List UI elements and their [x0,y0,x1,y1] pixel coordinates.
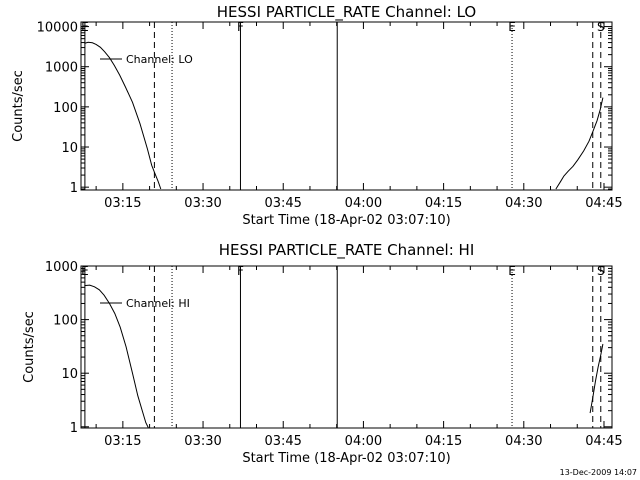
plot-frame [80,21,613,191]
x-tick-label: 03:30 [184,196,221,211]
x-tick-label: 04:30 [505,196,542,211]
y-axis-label: Counts/sec [22,311,37,383]
event-flag-label: E [508,20,516,34]
legend-label: Channel: HI [126,297,190,310]
x-tick-label: 03:15 [104,196,141,211]
event-flag-label: S [597,20,605,34]
event-flag-label: E [508,264,516,278]
x-axis-label: Start Time (18-Apr-02 03:07:10) [242,213,450,228]
y-tick-label: 100 [53,314,78,329]
panel-hi: HESSI PARTICLE_RATE Channel: HI 03:15 03:3… [22,241,623,466]
x-tick-label: 03:45 [264,434,301,449]
x-tick-label: 04:15 [425,196,462,211]
chart-title: HESSI PARTICLE_RATE Channel: LO [217,3,476,22]
y-tick-label: 1000 [45,260,78,275]
series-group [84,284,604,428]
y-tick-label: 10 [61,141,78,156]
event-flag-label: E [81,20,89,34]
x-axis-label: Start Time (18-Apr-02 03:07:10) [242,451,450,466]
y-tick-label: 10 [61,367,78,382]
y-tick-label: 10000 [37,21,78,36]
event-flag-label: F [237,20,244,34]
series-line-segment-1 [84,41,162,190]
x-tick-label: 04:45 [585,434,622,449]
event-flag-label: E [81,264,89,278]
series-line-segment-2 [555,97,604,190]
plot-frame [80,265,613,429]
y-tick-label: 1 [70,421,78,436]
y-tick-label: 100 [53,101,78,116]
x-tick-label: 04:00 [345,434,382,449]
event-flag-label: S [597,264,605,278]
panel-lo: HESSI PARTICLE_RATE Channel: LO 03:15 03:3… [11,3,623,228]
y-tick-label: 1000 [45,61,78,76]
x-tick-label: 04:45 [585,196,622,211]
x-tick-label: 04:15 [425,434,462,449]
x-tick-label: 04:00 [345,196,382,211]
x-tick-label: 04:30 [505,434,542,449]
y-axis-label: Counts/sec [11,70,26,142]
series-line-segment-2 [589,343,604,414]
x-tick-label: 03:45 [264,196,301,211]
footer-timestamp: 13-Dec-2009 14:07 [560,468,637,477]
series-group [84,41,604,190]
y-tick-label: 1 [70,181,78,196]
legend-label: Channel: LO [126,53,193,66]
event-flag-label: F [237,264,244,278]
series-line-segment-1 [84,284,150,428]
chart-title: HESSI PARTICLE_RATE Channel: HI [219,241,475,260]
x-tick-label: 03:15 [104,434,141,449]
x-tick-label: 03:30 [184,434,221,449]
